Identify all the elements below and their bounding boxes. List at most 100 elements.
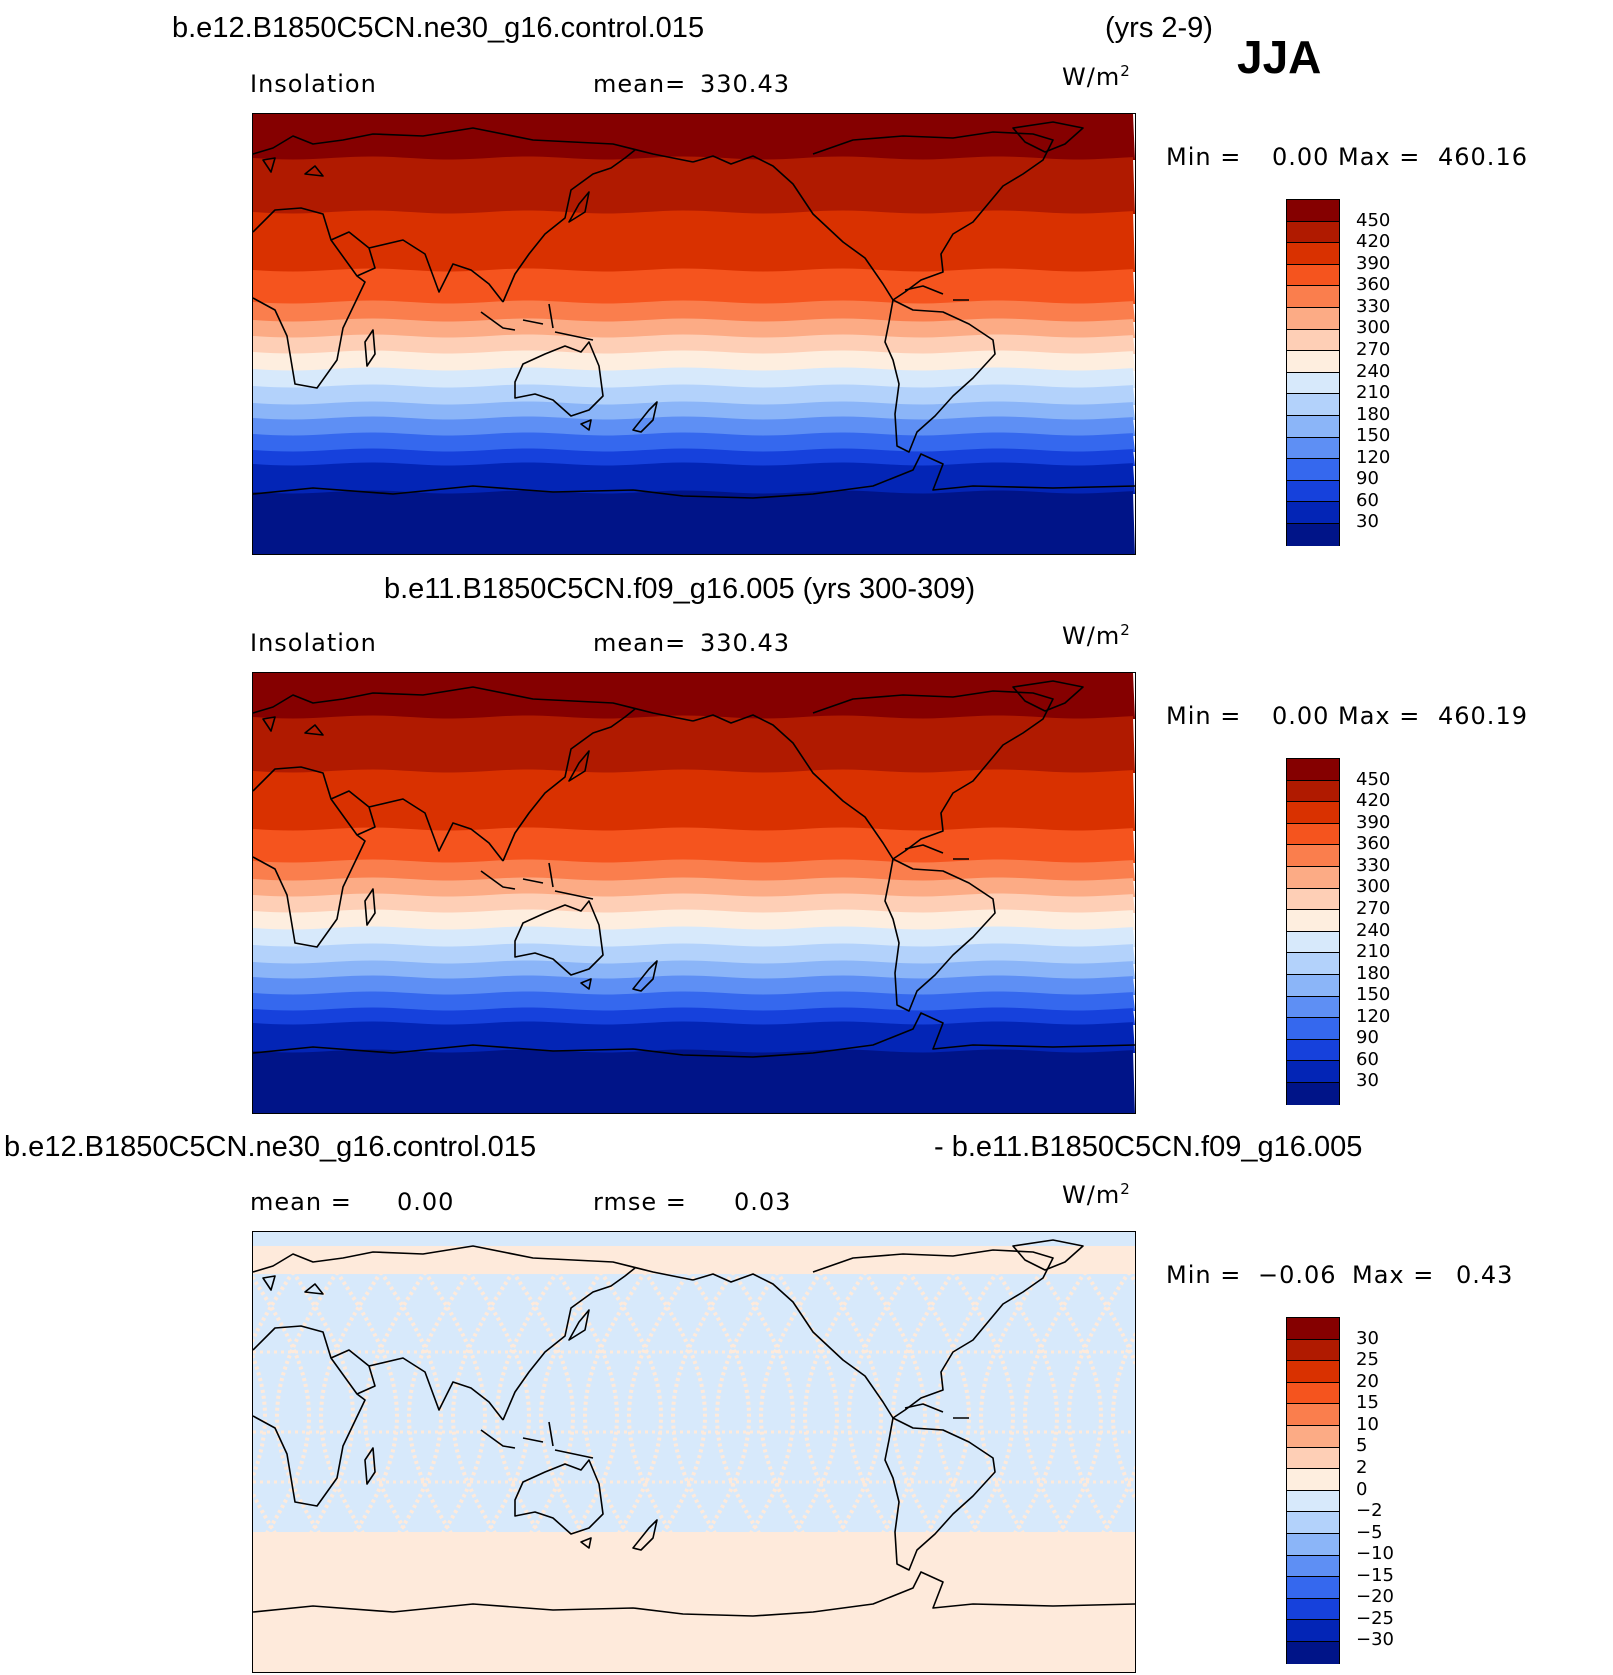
colorbar-box [1287,780,1339,803]
coastline-path [692,690,1054,860]
diff-lattice-line [495,1270,559,1562]
colorbar-box [1287,1425,1339,1448]
colorbar-box [1287,1490,1339,1513]
coastline-path [692,1249,1054,1419]
diff-lattice-line [819,1270,883,1562]
diff-band [253,1532,1135,1577]
colorbar-box [1287,866,1339,889]
latitude-band [253,975,1135,995]
colorbar-box [1287,307,1339,330]
colorbar-tick-label: 450 [1356,209,1391,231]
diff-lattice-line [627,1270,691,1562]
coastline [253,680,1135,1058]
colorbar-tick-label: 90 [1356,468,1379,490]
colorbar-box [1287,802,1339,824]
latitude-band [253,268,1135,304]
season-label: JJA [1237,31,1322,83]
coastline-path [580,1537,592,1549]
panel1-mean-label: mean= [593,70,687,98]
colorbar-box [1287,953,1339,975]
panel1-min-value: 0.00 [1272,143,1330,171]
diff-lattice-line [687,1270,751,1562]
panel2-mean-value: 330.43 [700,629,790,657]
diff-band [253,1577,1135,1672]
colorbar-tick-label: 240 [1356,919,1391,941]
colorbar-tick-label: 25 [1356,1349,1379,1371]
colorbar-tick-label: 0 [1356,1478,1368,1500]
colorbar-tick-label: 180 [1356,403,1391,425]
latitude-band [253,416,1135,436]
colorbar-box [1287,351,1339,373]
diff-lattice-line [511,1270,575,1562]
colorbar-box [1287,1018,1339,1040]
colorbar-box [1287,523,1339,546]
coastline-path [692,131,1054,301]
colorbar-tick-label: 330 [1356,295,1391,317]
latitude-band [253,210,1135,272]
coastline-path [502,149,636,303]
panel3-rmse-label: rmse = [593,1188,687,1216]
diff-lattice-line [583,1270,647,1562]
colorbar-tick-label: −10 [1356,1543,1394,1565]
latitude-band [253,350,1135,371]
coastline-path [514,341,604,417]
panel3-mean-label: mean = [250,1188,352,1216]
diff-lattice-line [467,1270,531,1562]
diff-lattice-line [423,1270,487,1562]
colorbar-box [1287,372,1339,395]
diff-lattice-line [1111,1330,1135,1503]
panel3-title-right: - b.e11.B1850C5CN.f09_g16.005 [934,1131,1363,1163]
colorbar-tick-label: 360 [1356,274,1391,296]
diff-lattice-line [1083,1270,1135,1562]
colorbar-box [1287,415,1339,438]
latitude-band [253,859,1135,881]
colorbar-box [1287,1598,1339,1621]
colorbar-tick-label: 90 [1356,1027,1379,1049]
colorbar-tick-label: 150 [1356,984,1391,1006]
panel3-min-value: −0.06 [1258,1261,1337,1289]
colorbar-tick-label: 240 [1356,360,1391,382]
colorbar-box [1287,1404,1339,1426]
panel2-mean-label: mean= [593,629,687,657]
colorbar-tick-label: 30 [1356,511,1379,533]
panel1-units: W/m2 [1062,62,1131,91]
diff-lattice-line [759,1270,823,1562]
latitude-band [253,367,1135,388]
colorbar-box [1287,459,1339,481]
colorbar-box [1287,996,1339,1019]
colorbar-box [1287,1039,1339,1062]
diff-lattice-line [335,1270,399,1562]
colorbar-box [1287,845,1339,867]
panel1-case-title: b.e12.B1850C5CN.ne30_g16.control.015 [172,12,705,44]
coastline-path [904,1403,969,1419]
colorbar-box [1287,1533,1339,1556]
colorbar-tick-label: −25 [1356,1607,1394,1629]
panel1-max-value: 460.16 [1438,143,1528,171]
colorbar-box [1287,1318,1339,1340]
coastline-path [368,798,504,862]
colorbar-box [1287,502,1339,524]
panel3-map [252,1231,1136,1673]
colorbar-box [1287,823,1339,846]
panel3-max-label: Max = [1352,1261,1435,1289]
panel1-variable: Insolation [250,70,377,98]
latitude-band [253,384,1135,405]
colorbar-box [1287,1641,1339,1664]
colorbar-box [1287,1577,1339,1599]
diff-lattice-line [643,1270,707,1562]
diff-lattice-line [253,1274,311,1559]
colorbar-tick-label: 150 [1356,425,1391,447]
diff-lattice-line [891,1270,955,1562]
panel2-map [252,672,1136,1114]
colorbar-box [1287,329,1339,352]
latitude-band [253,490,1135,554]
panel1-colorbar [1286,199,1340,546]
coastline-path [253,127,694,163]
colorbar-box [1287,437,1339,460]
coastline-path [253,686,694,722]
coastline-path [632,960,658,992]
latitude-band [253,673,1135,719]
coastline-path [262,716,324,736]
latitude-band [253,893,1135,913]
panel1-mean-value: 330.43 [700,70,790,98]
